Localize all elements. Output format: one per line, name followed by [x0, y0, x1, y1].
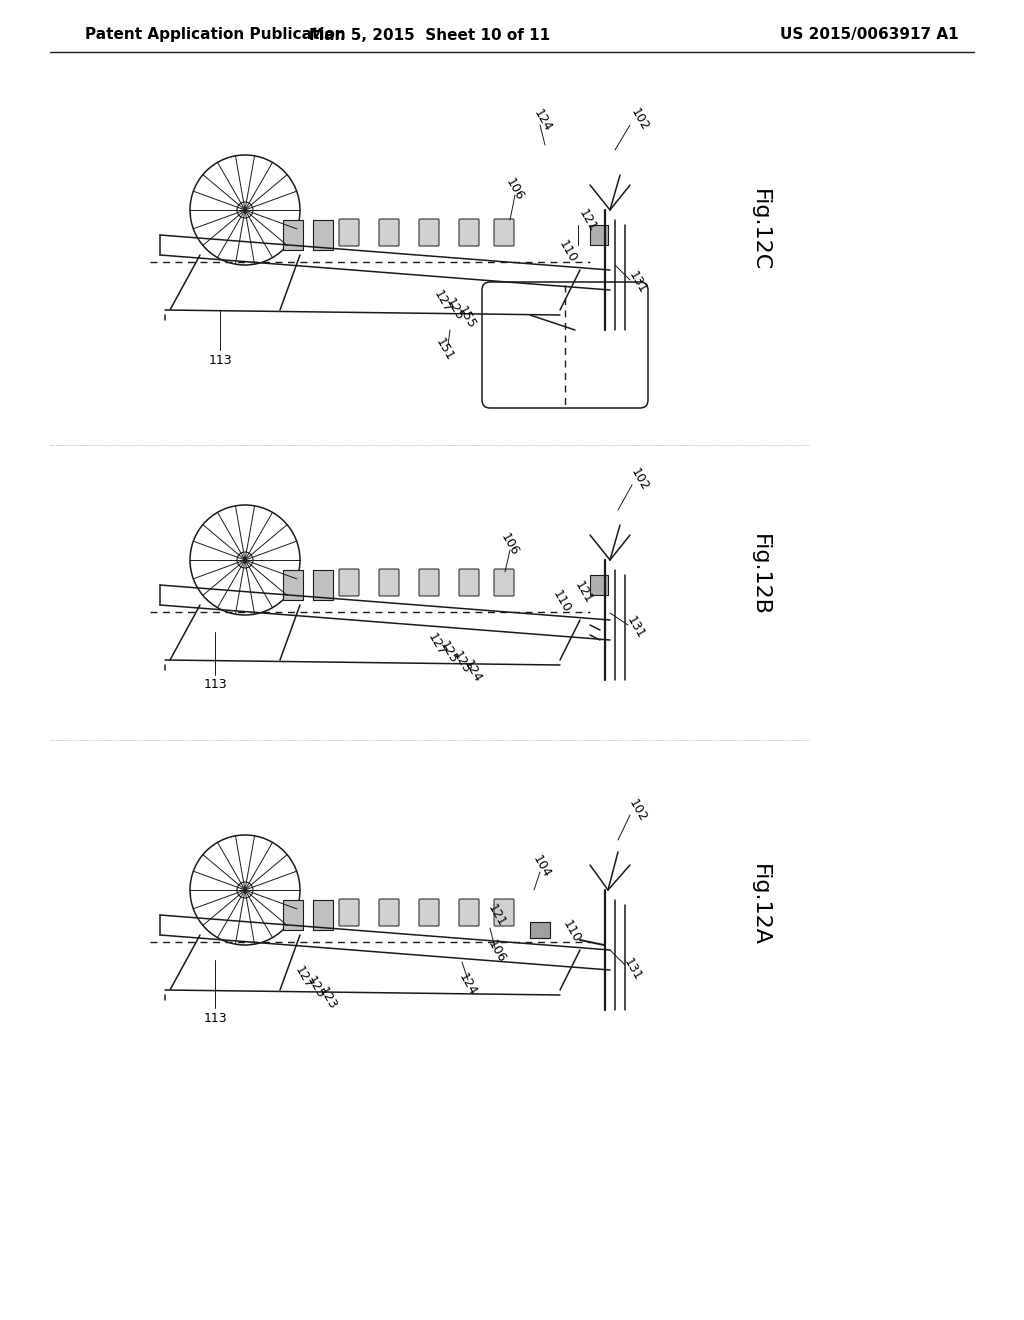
Bar: [283, 900, 303, 931]
Text: 127: 127: [293, 965, 315, 991]
Text: Fig.12B: Fig.12B: [750, 535, 770, 616]
FancyBboxPatch shape: [339, 219, 359, 246]
Text: 106: 106: [485, 939, 509, 965]
Text: US 2015/0063917 A1: US 2015/0063917 A1: [780, 28, 958, 42]
Text: Fig.12C: Fig.12C: [750, 189, 770, 271]
Text: 102: 102: [627, 797, 649, 825]
Text: 110: 110: [551, 589, 573, 615]
Text: 124: 124: [531, 107, 555, 133]
Text: 113: 113: [208, 354, 231, 367]
Text: 124: 124: [457, 970, 479, 998]
Text: 131: 131: [625, 614, 647, 640]
Text: 125: 125: [443, 297, 467, 323]
FancyBboxPatch shape: [419, 219, 439, 246]
FancyBboxPatch shape: [459, 219, 479, 246]
FancyBboxPatch shape: [419, 899, 439, 927]
Text: 113: 113: [203, 1011, 226, 1024]
Bar: [283, 570, 303, 601]
Text: 121: 121: [485, 902, 508, 928]
Bar: [530, 921, 550, 939]
Text: 127: 127: [425, 631, 449, 659]
Text: 123: 123: [451, 648, 473, 676]
Text: 106: 106: [499, 532, 521, 558]
FancyBboxPatch shape: [379, 569, 399, 597]
FancyBboxPatch shape: [419, 569, 439, 597]
Bar: [313, 220, 333, 249]
FancyBboxPatch shape: [494, 569, 514, 597]
Bar: [313, 570, 333, 601]
Text: 125: 125: [304, 974, 328, 1002]
Text: 102: 102: [629, 107, 651, 133]
FancyBboxPatch shape: [339, 569, 359, 597]
Text: 131: 131: [622, 956, 644, 982]
Text: 151: 151: [433, 337, 457, 363]
FancyBboxPatch shape: [339, 899, 359, 927]
Text: 106: 106: [504, 177, 526, 203]
Text: 104: 104: [530, 854, 554, 880]
FancyBboxPatch shape: [482, 282, 648, 408]
Text: 123: 123: [316, 985, 340, 1011]
FancyBboxPatch shape: [379, 899, 399, 927]
Text: 102: 102: [629, 466, 651, 494]
Text: 121: 121: [575, 206, 599, 234]
FancyBboxPatch shape: [494, 899, 514, 927]
Text: 110: 110: [556, 239, 580, 265]
Text: 121: 121: [572, 578, 595, 606]
Bar: [590, 224, 608, 246]
Bar: [313, 900, 333, 931]
Text: Mar. 5, 2015  Sheet 10 of 11: Mar. 5, 2015 Sheet 10 of 11: [309, 28, 551, 42]
Text: 124: 124: [462, 657, 484, 685]
Text: Patent Application Publication: Patent Application Publication: [85, 28, 346, 42]
Text: 155: 155: [456, 305, 478, 331]
Bar: [495, 310, 526, 327]
FancyBboxPatch shape: [459, 899, 479, 927]
Text: 113: 113: [203, 678, 226, 692]
Text: Fig.12A: Fig.12A: [750, 865, 770, 946]
FancyBboxPatch shape: [494, 219, 514, 246]
FancyBboxPatch shape: [459, 569, 479, 597]
Text: 127: 127: [431, 289, 455, 315]
Bar: [590, 576, 608, 595]
FancyBboxPatch shape: [379, 219, 399, 246]
Text: 110: 110: [560, 919, 584, 945]
Bar: [283, 220, 303, 249]
Text: 125: 125: [437, 639, 461, 667]
Text: 131: 131: [627, 268, 649, 296]
